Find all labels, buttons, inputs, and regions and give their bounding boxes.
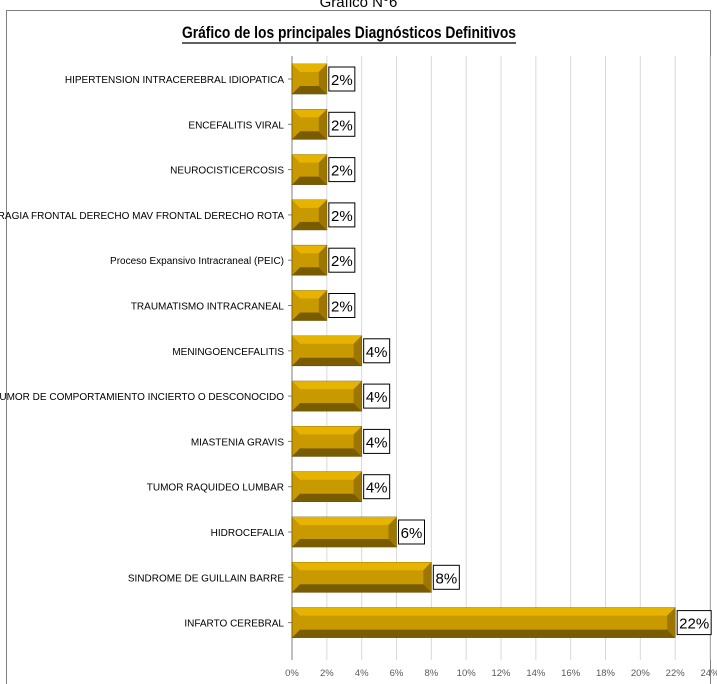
- data-label-box: [363, 338, 391, 364]
- category-label: HEMORRAGIA FRONTAL DERECHO MAV FRONTAL D…: [0, 211, 284, 222]
- bar-bottom-shade: [292, 86, 327, 94]
- bar-end-shade: [318, 199, 327, 230]
- category-label: MIASTENIA GRAVIS: [191, 437, 284, 448]
- category-label: MENINGOENCEFALITIS: [172, 347, 284, 358]
- bar-bottom-shade: [292, 221, 327, 230]
- bar-top-bevel: [292, 154, 327, 163]
- category-label: SINDROME DE GUILLAIN BARRE: [128, 573, 284, 584]
- bar-end-shade: [353, 381, 362, 412]
- data-label-box: [328, 293, 356, 318]
- data-label: 22%: [679, 616, 709, 633]
- data-label: 4%: [366, 344, 388, 361]
- bar-end-shade: [318, 245, 327, 276]
- data-label-box: [432, 564, 460, 590]
- data-label: 4%: [366, 389, 388, 406]
- data-label-box: [328, 111, 356, 137]
- x-tick-label: 14%: [526, 668, 546, 679]
- bar-end-shade: [318, 64, 327, 94]
- data-label-box: [363, 428, 391, 454]
- data-label: 4%: [366, 434, 388, 451]
- data-label: 2%: [331, 253, 353, 270]
- x-tick-label: 16%: [561, 668, 581, 679]
- data-label: 4%: [366, 480, 388, 497]
- category-label: HIDROCEFALIA: [211, 528, 285, 539]
- data-label: 2%: [331, 163, 353, 180]
- x-tick-label: 0%: [285, 668, 299, 679]
- x-tick-label: 20%: [631, 668, 651, 679]
- bar-top-bevel: [292, 290, 327, 299]
- x-tick-label: 10%: [457, 668, 477, 679]
- category-label: TUMOR RAQUIDEO LUMBAR: [147, 483, 284, 494]
- data-label: 6%: [401, 525, 423, 542]
- bar-top-bevel: [292, 607, 676, 616]
- bar-bottom-shade: [292, 584, 432, 593]
- bar-bottom-shade: [292, 629, 676, 638]
- x-tick-label: 6%: [390, 668, 404, 679]
- bar-top-bevel: [292, 199, 327, 208]
- bar-end-shade: [353, 471, 362, 502]
- x-tick-label: 8%: [424, 668, 438, 679]
- category-label: TRAUMATISMO INTRACRANEAL: [131, 302, 285, 313]
- data-label-box: [328, 66, 356, 92]
- bar-bottom-shade: [292, 131, 327, 140]
- category-label: Proceso Expansivo Intracraneal (PEIC): [110, 256, 284, 267]
- bar-top-bevel: [292, 562, 432, 571]
- bar-top-bevel: [292, 109, 327, 118]
- category-label: NEUROCISTICERCOSIS: [170, 166, 284, 177]
- bar-top-bevel: [292, 517, 397, 525]
- bar-top-bevel: [292, 381, 362, 390]
- bar-top-bevel: [292, 471, 362, 480]
- bar-end-shade: [388, 517, 397, 547]
- bar-bottom-shade: [292, 493, 362, 502]
- bar-end-shade: [423, 562, 432, 593]
- bar-top-bevel: [292, 64, 327, 72]
- bar-end-shade: [318, 109, 327, 140]
- bar-end-shade: [318, 290, 327, 321]
- data-label-box: [328, 247, 356, 273]
- category-label: INFARTO CEREBRAL: [184, 619, 284, 630]
- bar-top-bevel: [292, 335, 362, 344]
- bar-bottom-shade: [292, 448, 362, 457]
- figure-caption: Grafico N°6: [319, 0, 398, 11]
- bar-bottom-shade: [292, 357, 362, 366]
- bar-top-bevel: [292, 245, 327, 254]
- bar-end-shade: [353, 335, 362, 366]
- bar-bottom-shade: [292, 176, 327, 185]
- data-label: 8%: [435, 570, 457, 587]
- bar-top-bevel: [292, 426, 362, 435]
- bar-bottom-shade: [292, 539, 397, 547]
- data-label: 2%: [331, 117, 353, 134]
- data-label-box: [363, 383, 391, 409]
- data-label-box: [328, 157, 356, 183]
- chart-title: Gráfico de los principales Diagnósticos …: [182, 23, 516, 42]
- bar-bottom-shade: [292, 403, 362, 412]
- category-label: ENCEFALITIS VIRAL: [188, 120, 284, 131]
- data-label-box: [676, 610, 712, 636]
- data-label-box: [398, 519, 425, 545]
- data-label-box: [363, 474, 391, 500]
- x-tick-label: 4%: [355, 668, 369, 679]
- x-tick-label: 18%: [596, 668, 616, 679]
- bar-end-shade: [353, 426, 362, 457]
- bar-bottom-shade: [292, 267, 327, 276]
- category-label: TUMOR DE COMPORTAMIENTO INCIERTO O DESCO…: [0, 392, 284, 403]
- x-tick-label: 12%: [491, 668, 511, 679]
- x-tick-label: 2%: [320, 668, 334, 679]
- data-label: 2%: [331, 299, 353, 316]
- data-label: 2%: [331, 72, 353, 89]
- bar-bottom-shade: [292, 312, 327, 321]
- x-tick-label: 24%: [700, 668, 717, 679]
- bar-end-shade: [318, 154, 327, 185]
- data-label-box: [328, 202, 356, 228]
- category-label: HIPERTENSION INTRACEREBRAL IDIOPATICA: [65, 75, 284, 86]
- data-label: 2%: [331, 208, 353, 225]
- x-tick-label: 22%: [666, 668, 686, 679]
- bar-end-shade: [667, 607, 676, 638]
